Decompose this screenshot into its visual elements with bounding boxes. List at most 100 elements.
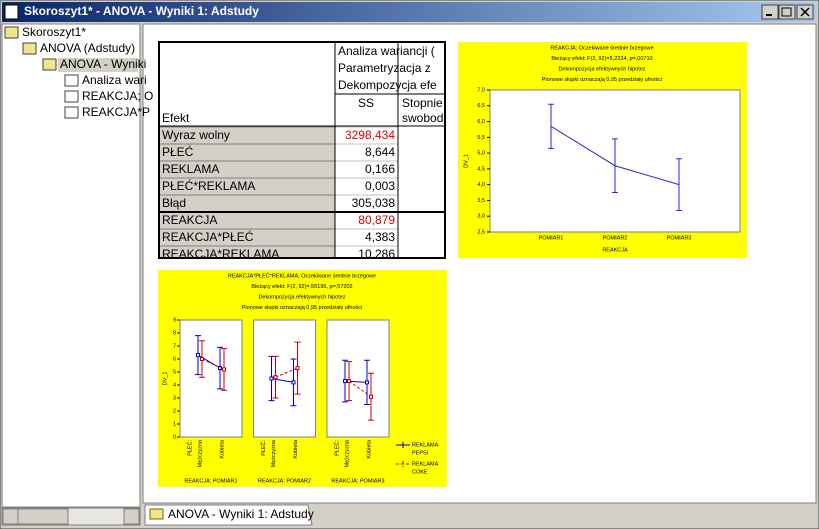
y-tick-label: 6,0 [477,119,485,125]
x-tick-label: POMIAR2 [603,235,628,241]
line [275,367,298,378]
y-tick-label: 2,5 [477,229,485,235]
y-tick-label: 0 [173,434,176,440]
x-axis-label: REAKCJA [602,247,628,253]
marker [196,353,200,358]
tree-icon [64,74,79,87]
y-tick-label: 5,5 [477,135,485,141]
tree-item[interactable]: ANOVA - Wyniki [60,57,146,71]
x-axis-label: PŁEĆ: [260,440,267,456]
folder-icon [149,508,164,520]
row-label: REAKCJA*REKLAMA [162,247,279,261]
marker [200,357,204,361]
table: Analiza wariancji (Parametryzacja z Dekom… [159,42,445,261]
scroll-thumb[interactable] [17,508,69,525]
tree-item[interactable]: REAKCJA*P [82,105,150,119]
row-label: Wyraz wolny [162,128,230,142]
cell-value: 3298,434 [345,128,395,142]
marker [365,380,369,385]
panel-title: REAKCJA: POMIAR3 [331,478,384,484]
x-tick-label: Mężczyzna [271,439,277,467]
window-title: Skoroszyt1* - ANOVA - Wyniki 1: Adstudy [24,4,259,18]
y-tick-label: 4,5 [477,166,485,172]
column-header: SS [358,96,374,110]
cell-value: 4,383 [365,230,395,244]
chart-title: Bieżący efekt: F(2, 92)=5,2224, p=,00710 [551,56,652,62]
legend-label: COKE [412,469,428,475]
y-tick-label: 4 [173,382,176,388]
marker [273,375,278,380]
cell-value: 80,879 [358,213,395,227]
marker [269,376,274,381]
y-tick-label: 7,0 [477,87,485,93]
y-tick-label: 6,5 [477,103,485,109]
tree-icon [42,58,57,71]
column-header: swobod [402,111,443,125]
icon [800,7,810,17]
y-tick-label: 4,0 [477,182,485,188]
table-header: Parametryzacja z [338,61,431,75]
scroll-left[interactable] [2,508,19,525]
window-buttons[interactable] [761,4,814,20]
y-tick-label: 1 [173,421,176,427]
y-tick-label: 8 [173,330,176,336]
plot-area [326,319,390,438]
line [348,380,372,398]
table-border [158,41,446,259]
marker [291,380,296,385]
marker [295,366,300,371]
y-tick-label: 5,0 [477,151,485,157]
tree-icon [64,106,79,119]
panel-title: REAKCJA: POMIAR2 [258,478,311,484]
tab[interactable] [144,504,313,526]
chart-title: Dekompozycja efektywnych hipotez [558,66,645,72]
tree-icon [4,26,19,39]
legend-title: REKLAMA [412,461,439,467]
x-tick-label: Kobieta [293,439,299,459]
tree-icon [64,90,79,103]
y-tick-label: 5 [173,369,176,375]
x-tick-label: POMIAR1 [539,235,564,241]
cell-value: 8,644 [365,145,395,159]
tree-item[interactable]: REAKCJA; O [82,89,153,103]
row-label: REAKCJA [162,213,217,227]
column-header: Stopnie [402,96,443,110]
scroll-right[interactable] [123,508,140,525]
chart-title: Bieżący efekt: F(2, 92)=,56195, p=,57202 [251,284,352,290]
tree-item[interactable]: Skoroszyt1* [22,25,86,39]
tree-icon [22,42,37,55]
title-bar [2,2,817,22]
row-label: PŁEĆ*REKLAMA [162,178,255,193]
x-tick-label: Kobieta [366,439,372,459]
tree-pane [1,23,141,508]
line [201,358,225,370]
chart-title: REAKCJA*PŁEĆ*REKLAMA; Oczekiwane średnie… [228,272,376,279]
y-tick-label: 2 [173,408,176,414]
icon [781,7,792,17]
minimize-button[interactable] [761,4,779,20]
cell-value: 0,166 [365,162,395,176]
x-tick-label: Kobieta [219,439,225,459]
y-tick-label: 3,5 [477,198,485,204]
cell-value: 0,003 [365,179,395,193]
maximize-button[interactable] [778,4,796,20]
legend-marker [396,461,410,467]
marker [343,379,347,384]
x-tick-label: POMIAR3 [667,235,692,241]
chart-title: Pionowe słupki oznaczają 0,95 przedziały… [542,77,662,83]
tab-label[interactable]: ANOVA - Wyniki 1: Adstudy [168,507,314,521]
marker [347,379,351,384]
error-bar [676,158,682,212]
chart-title: REAKCJA; Oczekiwane średnie brzegowe [550,45,653,51]
tree-item[interactable]: ANOVA (Adstudy) [40,41,135,55]
error-bar [612,138,618,194]
chart-title: Dekompozycja efektywnych hipotez [258,294,345,300]
plot-area [179,319,243,438]
y-axis-label: DV_1 [162,372,168,386]
legend-label: PEPSI [412,450,429,456]
selection [58,58,138,72]
row-label: REKLAMA [162,162,219,176]
error-bar [548,103,554,149]
tree-item[interactable]: Analiza wari [82,73,147,87]
